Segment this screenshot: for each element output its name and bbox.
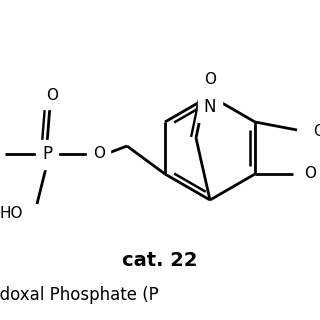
Text: O: O <box>304 166 316 181</box>
Text: O: O <box>93 147 105 162</box>
Text: CH₃: CH₃ <box>313 124 320 140</box>
Text: idoxal Phosphate (P: idoxal Phosphate (P <box>0 286 159 304</box>
Text: cat. 22: cat. 22 <box>122 251 198 269</box>
Text: N: N <box>204 98 216 116</box>
Text: P: P <box>42 145 52 163</box>
Text: HO: HO <box>0 206 23 221</box>
Text: O: O <box>204 73 216 87</box>
Text: O: O <box>46 89 58 103</box>
